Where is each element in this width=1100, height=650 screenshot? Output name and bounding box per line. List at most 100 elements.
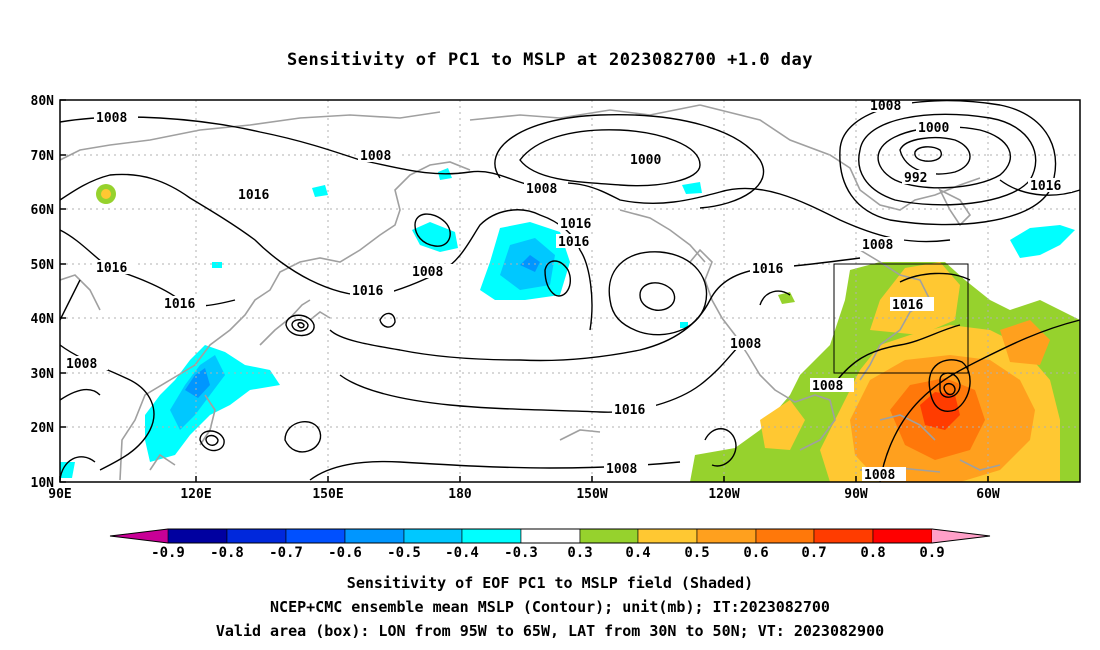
contour-label: 1008: [728, 336, 772, 352]
svg-text:1016: 1016: [892, 298, 923, 313]
contour-label: 1016: [890, 297, 934, 313]
lat-label: 40N: [31, 312, 55, 327]
colorbar-label: 0.7: [801, 545, 826, 561]
axis-ticks: [59, 99, 989, 483]
contour-label: 1008: [862, 467, 906, 483]
colorbar-cell: [403, 528, 463, 544]
colorbar-cell: [872, 528, 933, 544]
colorbar-label: -0.3: [504, 545, 538, 561]
lon-label: 120W: [708, 487, 739, 502]
colorbar-cell: [755, 528, 815, 544]
colorbar-label: 0.8: [860, 545, 885, 561]
colorbar-label: -0.8: [210, 545, 244, 561]
lon-axis-labels: 90E 120E 150E 180 150W 120W 90W 60W: [48, 487, 1000, 502]
lat-label: 70N: [31, 149, 55, 164]
lat-label: 30N: [31, 367, 55, 382]
colorbar-label: 0.3: [567, 545, 592, 561]
contour-label: 992: [902, 170, 936, 186]
contour-label: 1008: [524, 181, 568, 197]
svg-text:1016: 1016: [558, 235, 589, 250]
contour-label: 1000: [628, 152, 672, 168]
colorbar-cell: [344, 528, 405, 544]
svg-text:1008: 1008: [96, 111, 127, 126]
svg-text:1008: 1008: [606, 462, 637, 477]
contour-label: 1016: [236, 187, 280, 203]
map-area: 1008 1008 1016 1016 1016 1008 1016 1008 …: [59, 98, 1081, 483]
colorbar-cell: [167, 528, 228, 544]
svg-text:1016: 1016: [1030, 179, 1061, 194]
svg-text:1016: 1016: [560, 217, 591, 232]
lon-label: 60W: [976, 487, 1000, 502]
colorbar-label: -0.5: [387, 545, 421, 561]
colorbar-label: 0.4: [625, 545, 650, 561]
svg-text:1008: 1008: [360, 149, 391, 164]
svg-text:1008: 1008: [730, 337, 761, 352]
lon-label: 90W: [844, 487, 868, 502]
graticule: [60, 100, 1080, 482]
lat-label: 80N: [31, 94, 55, 109]
colorbar-cell: [813, 528, 874, 544]
contour-label: 1016: [558, 216, 602, 232]
contour-labels: 1008 1008 1016 1016 1016 1008 1016 1008 …: [64, 98, 1072, 483]
contour-label: 1016: [350, 283, 394, 299]
svg-text:1016: 1016: [614, 403, 645, 418]
lat-label: 20N: [31, 421, 55, 436]
svg-text:1016: 1016: [238, 188, 269, 203]
colorbar-label: -0.9: [151, 545, 185, 561]
svg-text:1016: 1016: [752, 262, 783, 277]
colorbar-cell: [637, 528, 698, 544]
colorbar-labels: -0.9 -0.8 -0.7 -0.6 -0.5 -0.4 -0.3 0.3 0…: [151, 545, 945, 561]
contour-label: 1016: [612, 402, 656, 418]
lon-label: 120E: [180, 487, 211, 502]
colorbar-label: 0.9: [919, 545, 944, 561]
map-title: Sensitivity of PC1 to MSLP at 2023082700…: [286, 50, 813, 70]
contour-label: 1016: [750, 261, 794, 277]
lat-label: 50N: [31, 258, 55, 273]
valid-area-box: [833, 263, 969, 374]
contour-label: 1016: [162, 296, 206, 312]
footer-valid-area-caption: Valid area (box): LON from 95W to 65W, L…: [215, 622, 885, 640]
svg-text:1008: 1008: [526, 182, 557, 197]
contour-label: 1000: [916, 120, 960, 136]
lat-label: 60N: [31, 203, 55, 218]
colorbar-cell: [285, 528, 346, 544]
colorbar-cell: [696, 528, 757, 544]
colorbar: [109, 528, 991, 544]
lon-label: 90E: [48, 487, 71, 502]
svg-text:1000: 1000: [918, 121, 949, 136]
svg-text:1016: 1016: [164, 297, 195, 312]
svg-text:1000: 1000: [630, 153, 661, 168]
colorbar-cell: [110, 529, 168, 543]
colorbar-label: 0.6: [743, 545, 768, 561]
svg-text:1008: 1008: [66, 357, 97, 372]
svg-text:1008: 1008: [812, 379, 843, 394]
svg-text:1008: 1008: [870, 99, 901, 114]
footer-shading-caption: Sensitivity of EOF PC1 to MSLP field (Sh…: [346, 574, 754, 592]
svg-text:1016: 1016: [96, 261, 127, 276]
colorbar-label: -0.4: [445, 545, 479, 561]
contour-label: 1008: [604, 461, 648, 477]
contour-label: 1008: [410, 264, 454, 280]
colorbar-cell: [226, 528, 287, 544]
svg-text:1008: 1008: [864, 468, 895, 483]
lon-label: 150E: [312, 487, 343, 502]
contour-label: 1016: [1028, 178, 1072, 194]
contour-label: 1008: [64, 356, 108, 372]
contour-label: 1016: [556, 234, 600, 250]
colorbar-cell: [932, 529, 990, 543]
svg-text:1008: 1008: [412, 265, 443, 280]
colorbar-cell: [579, 528, 639, 544]
contour-label: 1008: [860, 237, 904, 253]
footer-contour-caption: NCEP+CMC ensemble mean MSLP (Contour); u…: [270, 598, 830, 616]
colorbar-label: 0.5: [684, 545, 709, 561]
colorbar-label: -0.7: [269, 545, 303, 561]
svg-text:1008: 1008: [862, 238, 893, 253]
contour-label: 1008: [868, 98, 912, 114]
contour-label: 1008: [358, 148, 402, 164]
lon-label: 180: [448, 487, 472, 502]
map-frame: [59, 99, 1081, 483]
colorbar-label: -0.6: [328, 545, 362, 561]
svg-text:992: 992: [904, 171, 927, 186]
colorbar-cell: [461, 528, 522, 544]
contour-label: 1016: [94, 260, 138, 276]
